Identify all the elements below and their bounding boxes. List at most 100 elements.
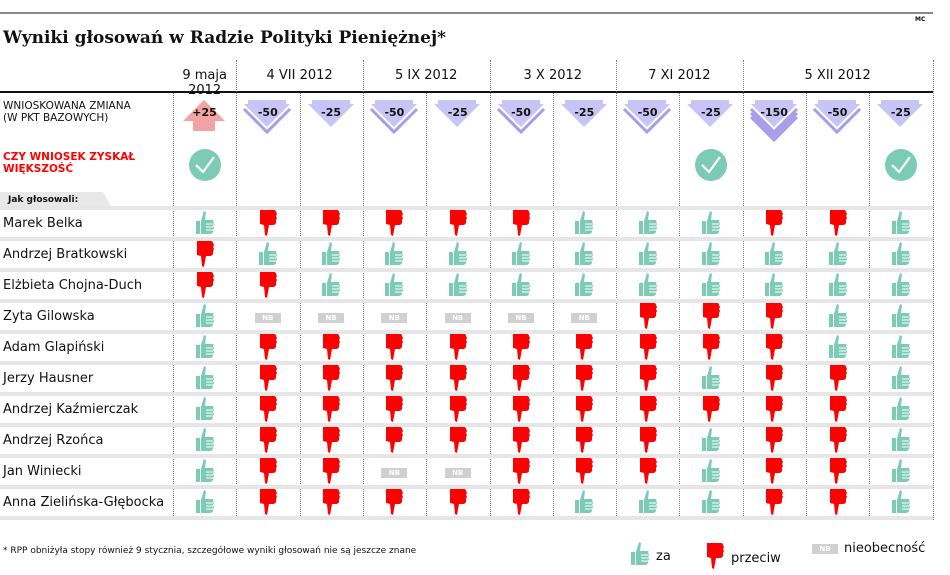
row-separator [0,361,933,365]
table-row: Jerzy Hausner [0,363,933,397]
vote-cell [679,333,742,364]
column-divider [806,93,807,520]
column-divider [489,93,491,520]
thumb-down-icon [764,301,784,335]
vote-cell [869,395,932,426]
vote-cell [869,364,932,395]
thumb-down-icon [638,425,658,459]
member-name: Andrzej Bratkowski [3,247,128,262]
vote-cell [806,364,869,395]
row-separator [0,237,933,241]
proposal-value: -25 [321,106,342,119]
vote-cell [426,426,489,457]
thumb-up-icon [701,365,721,395]
thumb-up-icon [828,303,848,333]
table-row: Marek Belka [0,208,933,242]
thumb-up-icon [448,272,468,302]
thumb-up-icon [195,458,215,488]
thumb-up-icon [511,241,531,271]
thumb-down-icon [764,208,784,242]
thumb-down-icon [321,487,341,521]
vote-cell [300,240,363,271]
thumb-up-icon [511,272,531,302]
vote-cell [490,240,553,271]
vote-cell [300,488,363,519]
thumb-down-icon [638,456,658,490]
thumb-up-icon [891,334,911,364]
thumb-up-icon [195,427,215,457]
vote-cell [679,302,742,333]
vote-cell [806,395,869,426]
proposal-arrow: -25 [426,97,489,147]
proposal-value: -50 [384,106,405,119]
footnote: * RPP obniżyła stopy również 9 stycznia,… [3,546,417,556]
vote-cell [679,240,742,271]
proposal-value: -25 [447,106,468,119]
thumb-up-icon [891,396,911,426]
thumb-down-icon [511,487,531,521]
column-divider [869,93,871,520]
vote-cell: NB [363,302,426,333]
thumb-up-icon [764,272,784,302]
thumb-up-icon [891,427,911,457]
thumb-up-icon [574,210,594,240]
column-divider [616,93,618,520]
thumb-up-icon [701,489,721,519]
proposal-value: -50 [637,106,658,119]
vote-cell [553,426,616,457]
absent-badge: NB [444,312,471,323]
check-icon [884,149,917,181]
thumb-down-icon [321,332,341,366]
absent-badge: NB [381,467,408,478]
vote-cell [869,302,932,333]
vote-cell [806,209,869,240]
vote-cell [743,302,806,333]
thumb-down-icon [638,301,658,335]
vote-cell [616,364,679,395]
thumb-down-icon [574,425,594,459]
table-row: Zyta Gilowska NB NB NB NB NB NB [0,301,933,335]
thumb-down-icon [384,394,404,428]
row-separator [0,392,933,396]
check-icon [188,149,221,181]
check-icon [694,149,727,181]
vote-cell [426,209,489,240]
vote-cell: NB [300,302,363,333]
member-name: Jerzy Hausner [3,371,94,386]
vote-cell [743,209,806,240]
thumb-down-icon [321,425,341,459]
vote-cell [869,488,932,519]
vote-cell [743,240,806,271]
thumb-down-icon [764,456,784,490]
table-row: Jan Winiecki NB NB [0,456,933,490]
thumb-down-icon [511,425,531,459]
vote-cell [236,426,299,457]
thumb-down-icon [511,208,531,242]
thumb-up-icon [891,458,911,488]
row-separator [0,268,933,272]
vote-cell [173,488,236,519]
vote-cell [616,457,679,488]
vote-cell [806,333,869,364]
credit: MC [915,16,926,23]
vote-cell [616,488,679,519]
vote-cell [490,426,553,457]
thumb-up-icon [574,241,594,271]
vote-cell [553,333,616,364]
thumb-up-icon [828,272,848,302]
vote-cell [363,488,426,519]
row-separator [0,516,933,520]
vote-cell [616,271,679,302]
thumb-down-icon [511,456,531,490]
thumb-down-icon [321,363,341,397]
vote-cell [300,395,363,426]
thumb-down-icon [511,363,531,397]
column-divider [299,93,301,520]
proposal-arrow: -50 [616,97,679,147]
thumb-down-icon [258,332,278,366]
thumb-down-icon [828,363,848,397]
meeting-date: 3 X 2012 [523,68,583,83]
thumb-down-icon [258,270,278,304]
absent-badge: NB [254,312,281,323]
thumb-up-icon [195,489,215,519]
